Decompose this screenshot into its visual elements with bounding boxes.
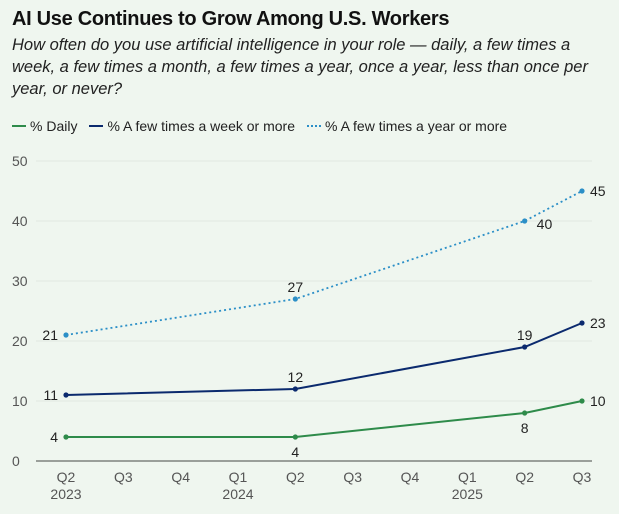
data-label: 11: [43, 387, 58, 403]
legend-label: % A few times a year or more: [325, 118, 508, 134]
data-point: [579, 398, 585, 404]
legend-item-yearly: % A few times a year or more: [307, 118, 507, 134]
x-tick-label: Q3: [114, 469, 133, 485]
x-year-label: 2025: [452, 486, 483, 502]
data-point: [292, 434, 298, 440]
x-tick-label: Q4: [171, 469, 190, 485]
x-tick-label: Q1: [229, 469, 248, 485]
data-point: [63, 332, 69, 338]
legend-swatch: [12, 125, 26, 127]
data-point: [522, 218, 528, 224]
data-point: [579, 188, 585, 194]
data-point: [63, 392, 69, 398]
legend: % Daily % A few times a week or more % A…: [12, 118, 507, 134]
y-tick-label: 50: [12, 153, 28, 169]
data-label: 10: [590, 393, 606, 409]
series-line: [66, 400, 583, 438]
series-line: [65, 190, 583, 336]
data-label: 4: [50, 429, 58, 445]
y-tick-label: 40: [12, 213, 28, 229]
data-point: [522, 410, 528, 416]
legend-item-daily: % Daily: [12, 118, 77, 134]
x-tick-label: Q3: [343, 469, 362, 485]
data-label: 19: [517, 327, 533, 343]
data-point: [292, 386, 298, 392]
x-tick-label: Q2: [515, 469, 534, 485]
data-point: [522, 344, 528, 350]
data-point: [63, 434, 69, 440]
x-tick-label: Q2: [286, 469, 305, 485]
legend-item-weekly: % A few times a week or more: [89, 118, 295, 134]
x-tick-label: Q2: [57, 469, 76, 485]
y-tick-label: 20: [12, 333, 28, 349]
x-tick-label: Q4: [401, 469, 420, 485]
y-tick-label: 10: [12, 393, 28, 409]
legend-swatch: [89, 125, 104, 127]
data-label: 27: [288, 279, 304, 295]
data-label: 40: [537, 216, 553, 232]
data-label: 23: [590, 315, 606, 331]
data-label: 21: [42, 327, 58, 343]
chart-subtitle: How often do you use artificial intellig…: [12, 36, 588, 98]
chart-title: AI Use Continues to Grow Among U.S. Work…: [12, 8, 450, 30]
legend-label: % Daily: [30, 118, 78, 134]
data-label: 4: [291, 444, 299, 460]
data-label: 45: [590, 183, 606, 199]
series-line: [65, 322, 583, 396]
legend-swatch: [307, 125, 321, 127]
x-year-label: 2024: [222, 486, 253, 502]
x-tick-label: Q1: [458, 469, 477, 485]
y-tick-label: 30: [12, 273, 28, 289]
x-tick-label: Q3: [573, 469, 592, 485]
x-year-label: 2023: [50, 486, 81, 502]
y-tick-label: 0: [12, 453, 20, 469]
data-point: [579, 320, 585, 326]
data-label: 8: [521, 420, 529, 436]
data-point: [292, 296, 298, 302]
data-label: 12: [288, 369, 304, 385]
legend-label: % A few times a week or more: [107, 118, 295, 134]
